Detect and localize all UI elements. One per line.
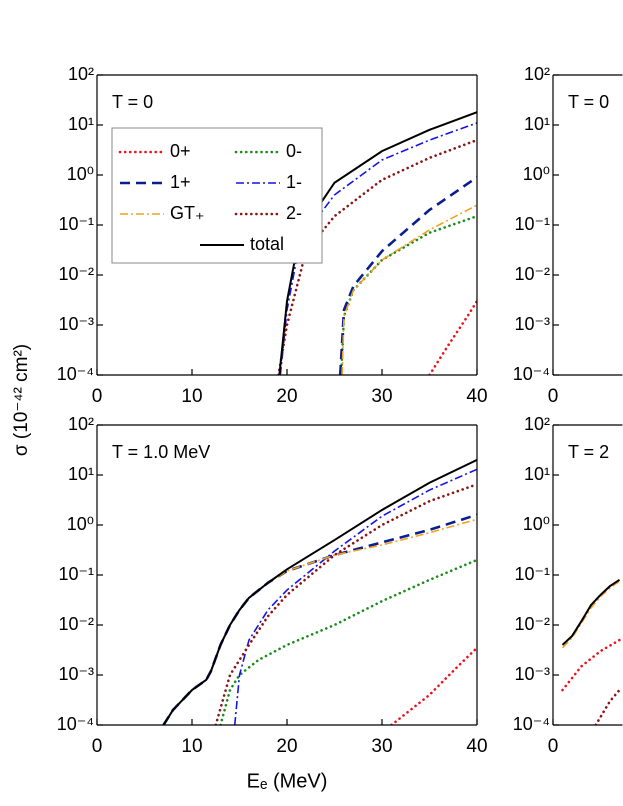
series-line: [561, 579, 621, 646]
x-tick-label: 30: [371, 736, 392, 757]
series-line: [214, 483, 477, 725]
y-tick-label: 10²: [524, 414, 550, 434]
y-tick-label: 10⁻²: [58, 264, 94, 284]
y-tick-label: 10⁻⁴: [57, 714, 94, 734]
series-line: [594, 688, 621, 725]
y-tick-label: 10⁰: [523, 514, 550, 534]
series-line: [162, 513, 477, 725]
y-tick-label: 10⁻¹: [514, 214, 550, 234]
x-axis-label: Eₑ (MeV): [247, 770, 328, 792]
series-line: [390, 646, 477, 725]
y-tick-label: 10⁰: [523, 164, 550, 184]
y-tick-label: 10⁻³: [514, 314, 550, 334]
y-tick-label: 10⁻³: [58, 664, 94, 684]
y-tick-label: 10⁻⁴: [513, 714, 550, 734]
panel-title: T = 0: [568, 92, 609, 112]
series-line: [561, 580, 620, 649]
x-tick-label: 0: [548, 386, 559, 407]
series-line: [339, 214, 477, 375]
x-tick-label: 0: [92, 386, 103, 407]
x-tick-label: 0: [92, 736, 103, 757]
x-tick-label: 40: [466, 736, 487, 757]
legend-label: 0-: [286, 141, 302, 161]
x-tick-label: 10: [181, 386, 202, 407]
x-tick-label: 10: [181, 736, 202, 757]
y-tick-label: 10¹: [524, 114, 550, 134]
x-tick-label: 20: [276, 736, 297, 757]
y-tick-label: 10⁻¹: [58, 564, 94, 584]
series-line: [233, 468, 477, 725]
series-line: [338, 176, 477, 375]
y-tick-label: 10⁻¹: [58, 214, 94, 234]
legend-label: total: [250, 234, 284, 254]
plot-area: [277, 111, 477, 375]
legend-label: GT₊: [170, 203, 205, 223]
y-tick-label: 10⁻²: [514, 264, 550, 284]
y-tick-label: 10²: [68, 414, 94, 434]
y-tick-label: 10⁰: [67, 164, 94, 184]
series-line: [341, 204, 477, 375]
plot-area: [162, 459, 477, 725]
series-line: [561, 638, 621, 692]
x-tick-label: 20: [276, 386, 297, 407]
series-line: [279, 122, 477, 375]
legend-label: 0+: [170, 141, 191, 161]
x-tick-label: 0: [548, 736, 559, 757]
x-tick-label: 40: [466, 386, 487, 407]
y-tick-label: 10⁰: [67, 514, 94, 534]
y-tick-label: 10⁻¹: [514, 564, 550, 584]
panel-title: T = 1.0 MeV: [112, 442, 210, 462]
series-line: [219, 558, 477, 725]
y-tick-label: 10¹: [524, 464, 550, 484]
y-tick-label: 10⁻³: [514, 664, 550, 684]
y-tick-label: 10⁻²: [58, 614, 94, 634]
y-tick-label: 10⁻⁴: [513, 364, 550, 384]
panel-title: T = 0: [112, 92, 153, 112]
y-tick-label: 10¹: [68, 464, 94, 484]
plot-area: [561, 579, 621, 725]
legend-label: 1-: [286, 172, 302, 192]
series-line: [428, 299, 477, 375]
legend-label: 2-: [286, 203, 302, 223]
y-axis-label: σ (10⁻⁴² cm²): [11, 344, 32, 456]
y-tick-label: 10²: [68, 64, 94, 84]
legend-label: 1+: [170, 172, 191, 192]
series-line: [162, 459, 477, 725]
panel-title: T = 2: [568, 442, 609, 462]
y-tick-label: 10⁻⁴: [57, 364, 94, 384]
series-line: [162, 518, 477, 725]
series-line: [277, 138, 477, 375]
y-tick-label: 10⁻²: [514, 614, 550, 634]
legend-box: [111, 127, 323, 264]
y-tick-label: 10²: [524, 64, 550, 84]
y-tick-label: 10¹: [68, 114, 94, 134]
y-tick-label: 10⁻³: [58, 314, 94, 334]
x-tick-label: 30: [371, 386, 392, 407]
